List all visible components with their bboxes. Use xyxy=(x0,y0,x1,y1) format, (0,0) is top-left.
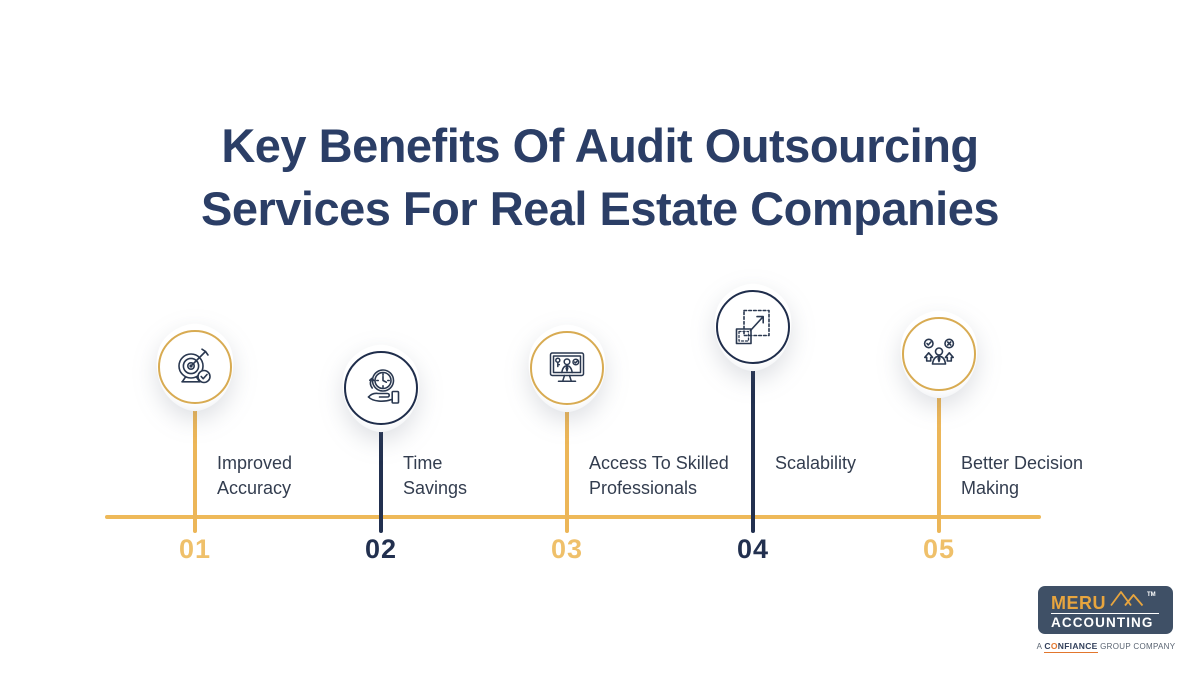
timeline-number: 05 xyxy=(922,534,956,564)
logo-brand-name: MERU xyxy=(1051,593,1106,613)
confiance-o-mark: O xyxy=(1050,641,1058,651)
timeline-label: Scalability xyxy=(775,453,857,473)
icon-ring xyxy=(344,351,418,425)
page-title: Key Benefits Of Audit Outsourcing Servic… xyxy=(0,114,1200,240)
trademark-symbol: TM xyxy=(1147,592,1156,598)
confiance-brand: CONFIANCE xyxy=(1044,641,1098,653)
target-accuracy-icon xyxy=(171,343,219,391)
meru-accounting-logo: MERU TM ACCOUNTING xyxy=(1038,586,1173,634)
timeline-number: 04 xyxy=(736,534,770,564)
scalability-resize-icon xyxy=(729,303,777,351)
icon-blob xyxy=(156,323,234,412)
timeline-stem xyxy=(565,368,569,533)
page-title-line1: Key Benefits Of Audit Outsourcing xyxy=(221,119,979,172)
mountains-icon xyxy=(1108,588,1146,612)
icon-blob xyxy=(342,344,420,433)
logo-tagline: A CONFIANCE GROUP COMPANY xyxy=(1036,641,1176,653)
timeline-stem xyxy=(937,354,941,533)
page-title-line2: Services For Real Estate Companies xyxy=(200,182,1000,235)
timeline-label: Better Decision Making xyxy=(961,453,1084,498)
icon-ring xyxy=(716,290,790,364)
icon-blob xyxy=(900,310,978,399)
skilled-professionals-monitor-icon xyxy=(543,344,591,392)
timeline-stem xyxy=(193,367,197,533)
decision-making-person-icon xyxy=(915,330,963,378)
logo-divider xyxy=(1051,612,1159,614)
timeline-stem xyxy=(751,327,755,533)
timeline-number: 03 xyxy=(550,534,584,564)
timeline-label: Improved Accuracy xyxy=(217,453,293,498)
icon-ring xyxy=(530,331,604,405)
clock-in-hand-icon xyxy=(357,364,405,412)
icon-blob xyxy=(528,324,606,413)
icon-ring xyxy=(158,330,232,404)
logo-brand-subtitle: ACCOUNTING xyxy=(1051,615,1154,630)
timeline-number: 01 xyxy=(178,534,212,564)
timeline-label: Access To Skilled Professionals xyxy=(589,453,729,498)
timeline-label: Time Savings xyxy=(403,453,468,498)
icon-ring xyxy=(902,317,976,391)
icon-blob xyxy=(714,283,792,372)
timeline-number: 02 xyxy=(364,534,398,564)
timeline-stem xyxy=(379,388,383,533)
timeline-axis xyxy=(105,515,1041,519)
